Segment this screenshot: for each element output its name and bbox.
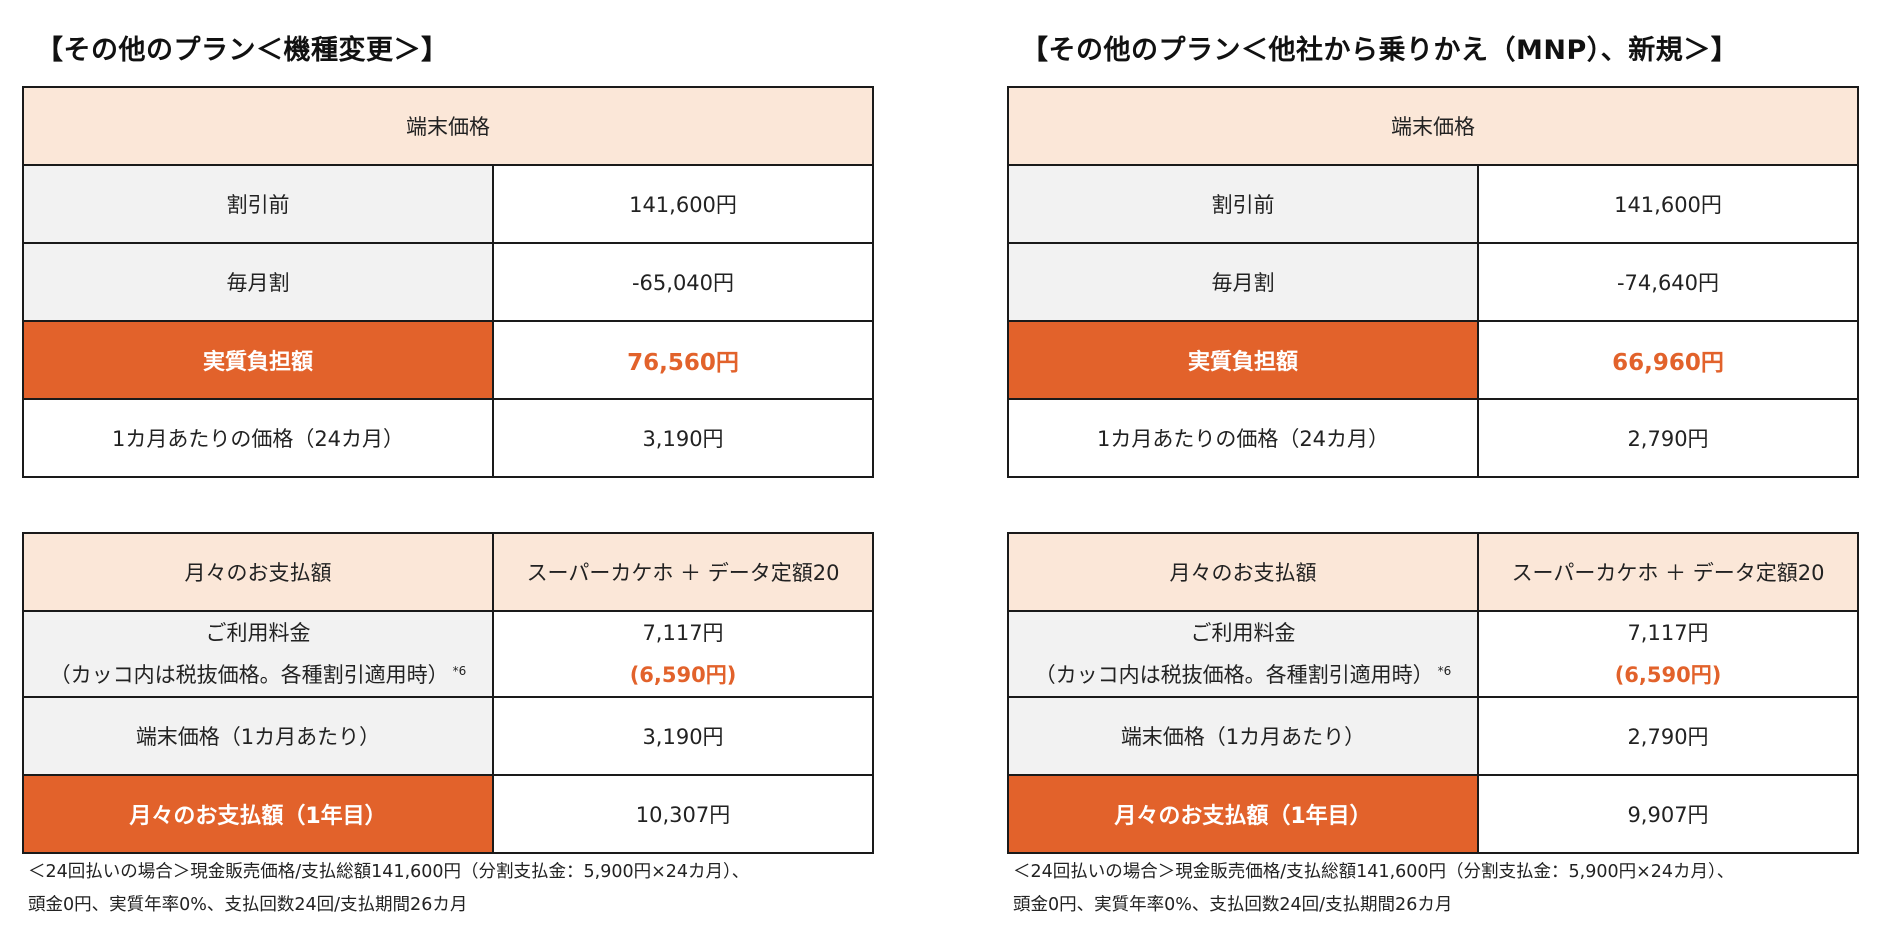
device-monthly-value: 2,790円 — [1477, 696, 1859, 776]
per-month-price-label: 1カ月あたりの価格（24カ月） — [1007, 398, 1479, 478]
table-row: 割引前 141,600円 — [22, 164, 874, 244]
device-price-header: 端末価格 — [1007, 86, 1859, 166]
table-row: ご利用料金 （カッコ内は税抜価格。各種割引適用時） *6 7,117円 (6,59… — [22, 610, 874, 698]
device-price-header: 端末価格 — [22, 86, 874, 166]
table-row: 端末価格（1カ月あたり） 2,790円 — [1007, 696, 1859, 776]
monthly-discount-value: -74,640円 — [1477, 242, 1859, 322]
monthly-discount-value: -65,040円 — [492, 242, 874, 322]
per-month-price-value: 3,190円 — [492, 398, 874, 478]
pre-discount-label: 割引前 — [1007, 164, 1479, 244]
table-row: 月々のお支払額（1年目） 10,307円 — [22, 774, 874, 854]
installment-note-line1: ＜24回払いの場合＞現金販売価格/支払総額141,600円（分割支払金：5,90… — [28, 862, 750, 882]
pre-discount-value: 141,600円 — [492, 164, 874, 244]
table-row: 1カ月あたりの価格（24カ月） 3,190円 — [22, 398, 874, 478]
panel-title: 【その他のプラン＜機種変更＞】 — [36, 35, 449, 66]
table-row: ご利用料金 （カッコ内は税抜価格。各種割引適用時） *6 7,117円 (6,59… — [1007, 610, 1859, 698]
usage-fee-value-line1: 7,117円 — [642, 621, 724, 645]
table-row: 実質負担額 66,960円 — [1007, 320, 1859, 400]
table-row: 毎月割 -65,040円 — [22, 242, 874, 322]
usage-fee-value: 7,117円 (6,590円) — [492, 610, 874, 698]
monthly-payment-table: 月々のお支払額 スーパーカケホ ＋ データ定額20 ご利用料金 （カッコ内は税抜… — [22, 532, 874, 854]
table-row: 毎月割 -74,640円 — [1007, 242, 1859, 322]
pre-discount-label: 割引前 — [22, 164, 494, 244]
effective-cost-label: 実質負担額 — [22, 320, 494, 400]
footnote-marker: *6 — [1437, 664, 1452, 678]
usage-fee-value-excl-tax: (6,590円) — [629, 663, 737, 687]
table-row: 1カ月あたりの価格（24カ月） 2,790円 — [1007, 398, 1859, 478]
monthly-payment-table: 月々のお支払額 スーパーカケホ ＋ データ定額20 ご利用料金 （カッコ内は税抜… — [1007, 532, 1859, 854]
usage-fee-value: 7,117円 (6,590円) — [1477, 610, 1859, 698]
effective-cost-value: 66,960円 — [1477, 320, 1859, 400]
effective-cost-label: 実質負担額 — [1007, 320, 1479, 400]
table-header-row: 月々のお支払額 スーパーカケホ ＋ データ定額20 — [22, 532, 874, 612]
table-row: 割引前 141,600円 — [1007, 164, 1859, 244]
footnote-marker: *6 — [452, 664, 467, 678]
table-row: 月々のお支払額（1年目） 9,907円 — [1007, 774, 1859, 854]
panel-title: 【その他のプラン＜他社から乗りかえ（MNP）、新規＞】 — [1021, 35, 1739, 66]
usage-fee-label-line1: ご利用料金 — [205, 621, 311, 645]
table-header-row: 端末価格 — [1007, 86, 1859, 166]
total-monthly-label: 月々のお支払額（1年目） — [22, 774, 494, 854]
usage-fee-label-line2: （カッコ内は税抜価格。各種割引適用時） — [1034, 663, 1434, 687]
total-monthly-value: 9,907円 — [1477, 774, 1859, 854]
plan-name-header: スーパーカケホ ＋ データ定額20 — [1477, 532, 1859, 612]
usage-fee-label-line2: （カッコ内は税抜価格。各種割引適用時） — [49, 663, 449, 687]
device-monthly-label: 端末価格（1カ月あたり） — [1007, 696, 1479, 776]
table-header-row: 月々のお支払額 スーパーカケホ ＋ データ定額20 — [1007, 532, 1859, 612]
monthly-discount-label: 毎月割 — [1007, 242, 1479, 322]
pre-discount-value: 141,600円 — [1477, 164, 1859, 244]
installment-note: ＜24回払いの場合＞現金販売価格/支払総額141,600円（分割支払金：5,90… — [28, 856, 888, 922]
installment-note-line1: ＜24回払いの場合＞現金販売価格/支払総額141,600円（分割支払金：5,90… — [1013, 862, 1735, 882]
table-header-row: 端末価格 — [22, 86, 874, 166]
per-month-price-value: 2,790円 — [1477, 398, 1859, 478]
usage-fee-label: ご利用料金 （カッコ内は税抜価格。各種割引適用時） *6 — [22, 610, 494, 698]
total-monthly-label: 月々のお支払額（1年目） — [1007, 774, 1479, 854]
usage-fee-value-line1: 7,117円 — [1627, 621, 1709, 645]
total-monthly-value: 10,307円 — [492, 774, 874, 854]
per-month-price-label: 1カ月あたりの価格（24カ月） — [22, 398, 494, 478]
monthly-discount-label: 毎月割 — [22, 242, 494, 322]
monthly-payment-header-label: 月々のお支払額 — [22, 532, 494, 612]
device-monthly-label: 端末価格（1カ月あたり） — [22, 696, 494, 776]
plan-name-header: スーパーカケホ ＋ データ定額20 — [492, 532, 874, 612]
usage-fee-label-line1: ご利用料金 — [1190, 621, 1296, 645]
effective-cost-value: 76,560円 — [492, 320, 874, 400]
monthly-payment-header-label: 月々のお支払額 — [1007, 532, 1479, 612]
device-price-table: 端末価格 割引前 141,600円 毎月割 -65,040円 実質負担額 76,… — [22, 86, 874, 478]
usage-fee-value-excl-tax: (6,590円) — [1614, 663, 1722, 687]
table-row: 端末価格（1カ月あたり） 3,190円 — [22, 696, 874, 776]
device-monthly-value: 3,190円 — [492, 696, 874, 776]
installment-note-line2: 頭金0円、実質年率0%、支払回数24回/支払期間26カ月 — [28, 895, 468, 915]
device-price-table: 端末価格 割引前 141,600円 毎月割 -74,640円 実質負担額 66,… — [1007, 86, 1859, 478]
installment-note: ＜24回払いの場合＞現金販売価格/支払総額141,600円（分割支払金：5,90… — [1013, 856, 1873, 922]
table-row: 実質負担額 76,560円 — [22, 320, 874, 400]
installment-note-line2: 頭金0円、実質年率0%、支払回数24回/支払期間26カ月 — [1013, 895, 1453, 915]
usage-fee-label: ご利用料金 （カッコ内は税抜価格。各種割引適用時） *6 — [1007, 610, 1479, 698]
